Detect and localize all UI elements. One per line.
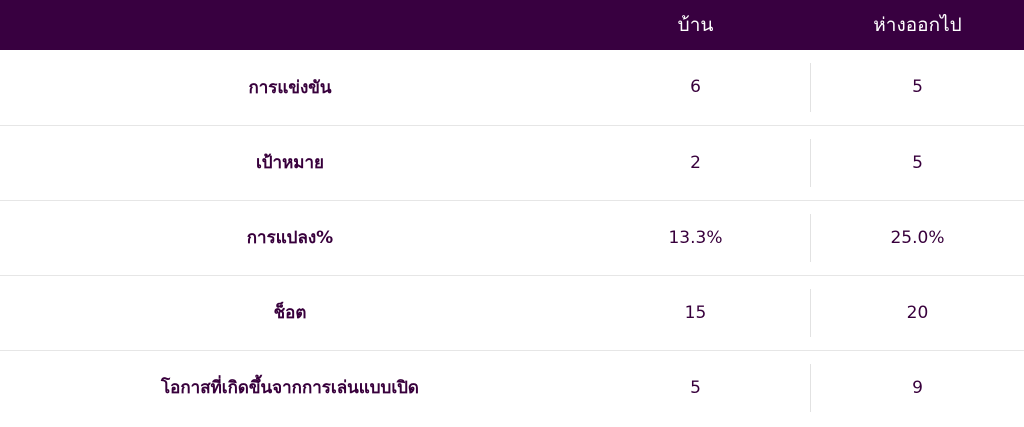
away-column-header: ห่างออกไป [873,14,962,36]
home-value: 2 [580,125,811,200]
table-row: การแปลง% 13.3% 25.0% [0,200,1024,275]
stat-label: การแข่งขัน [248,77,332,98]
table-row: เป้าหมาย 2 5 [0,125,1024,200]
away-value: 25.0% [890,227,945,248]
stat-label: การแปลง% [246,228,334,248]
table-row: ช็อต 15 20 [0,275,1024,350]
home-value: 13.3% [580,200,811,275]
home-value: 5 [580,350,811,425]
away-value: 20 [906,302,929,323]
stat-label: ช็อต [273,303,307,323]
table-header-row: บ้าน ห่างออกไป [0,0,1024,50]
away-value: 9 [912,377,923,398]
stat-label: โอกาสที่เกิดขึ้นจากการเล่นแบบเปิด [161,378,419,399]
home-value: 6 [580,50,811,125]
home-column-header: บ้าน [677,14,714,36]
table-row: การแข่งขัน 6 5 [0,50,1024,125]
away-value: 5 [912,152,923,173]
table-row: โอกาสที่เกิดขึ้นจากการเล่นแบบเปิด 5 9 [0,350,1024,425]
away-value: 5 [912,77,923,98]
stat-label: เป้าหมาย [255,153,325,173]
home-value: 15 [580,275,811,350]
label-column-header [0,0,580,50]
